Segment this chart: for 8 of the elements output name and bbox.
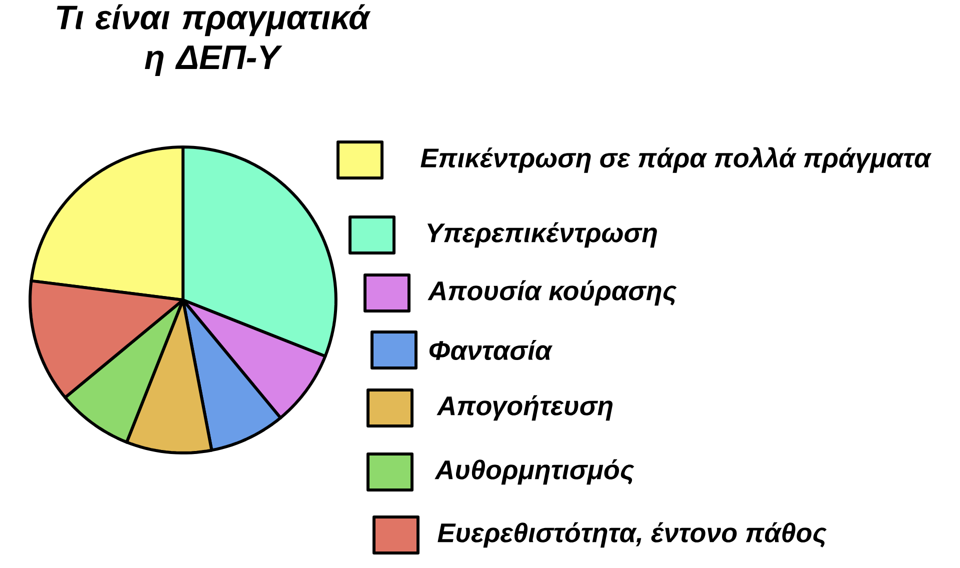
legend-label: Επικέντρωση σε πάρα πολλά πράγματα — [420, 147, 932, 173]
legend-label: Απουσία κούρασης — [428, 280, 677, 306]
legend-label: Αυθορμητισμός — [434, 459, 634, 485]
legend-label: Ευερεθιστότητα, έντονο πάθος — [438, 522, 827, 548]
legend-label: Υπερεπικέντρωση — [427, 222, 657, 248]
chart-title: Τι είναι πραγματικά η ΔΕΠ-Υ — [56, 4, 371, 76]
legend-label: Φαντασία — [429, 340, 553, 360]
legend-label: Απογοήτευση — [436, 395, 613, 421]
